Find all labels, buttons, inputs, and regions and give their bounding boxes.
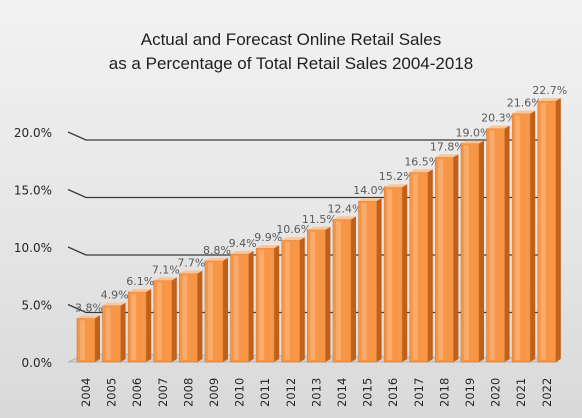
- data-label: 4.9%: [101, 289, 129, 302]
- x-tick-label: 2004: [79, 378, 93, 407]
- bar: [281, 237, 305, 363]
- x-tick-label: 2007: [156, 378, 170, 407]
- x-tick-label: 2013: [309, 378, 323, 407]
- bar: [153, 277, 177, 363]
- x-tick-label: 2021: [514, 378, 528, 407]
- bar: [127, 288, 152, 363]
- x-tick-label: 2005: [105, 378, 119, 407]
- data-label: 16.5%: [404, 155, 439, 168]
- y-tick-label: 10.0%: [14, 241, 52, 255]
- bar: [409, 169, 433, 363]
- y-tick-label: 15.0%: [14, 184, 52, 198]
- x-tick-label: 2019: [463, 378, 477, 407]
- chart-title-line-1: Actual and Forecast Online Retail Sales: [140, 30, 442, 49]
- y-tick-label: 20.0%: [14, 126, 52, 140]
- bar: [358, 198, 382, 363]
- bar: [102, 302, 126, 363]
- data-label: 20.3%: [481, 112, 516, 125]
- data-label: 7.1%: [152, 263, 180, 276]
- bar: [255, 245, 280, 363]
- data-label: 9.4%: [229, 237, 257, 250]
- x-tick-label: 2020: [489, 378, 503, 407]
- bar: [511, 110, 536, 363]
- x-tick-label: 2006: [130, 378, 144, 407]
- data-label: 19.0%: [456, 127, 491, 140]
- x-tick-label: 2011: [258, 378, 272, 407]
- bar: [307, 226, 331, 363]
- bar: [76, 315, 100, 363]
- x-tick-label: 2010: [233, 378, 247, 407]
- x-tick-label: 2016: [386, 378, 400, 407]
- bar: [486, 125, 510, 363]
- data-label: 12.4%: [328, 202, 363, 215]
- gridline: [67, 188, 558, 199]
- data-label: 21.6%: [507, 97, 542, 110]
- bar: [537, 97, 561, 363]
- data-label: 9.9%: [254, 231, 282, 244]
- data-label: 15.2%: [379, 170, 414, 183]
- x-tick-label: 2008: [181, 378, 195, 407]
- data-label: 8.8%: [203, 244, 231, 257]
- x-tick-label: 2022: [540, 378, 554, 407]
- bar: [179, 270, 203, 363]
- data-label: 6.1%: [126, 275, 154, 288]
- x-tick-label: 2014: [335, 378, 349, 407]
- y-tick-label: 5.0%: [22, 299, 53, 313]
- data-label: 3.8%: [75, 301, 103, 314]
- data-label: 11.5%: [302, 213, 337, 226]
- data-label: 10.6%: [276, 223, 311, 236]
- x-tick-label: 2012: [284, 378, 298, 407]
- data-label: 14.0%: [353, 184, 388, 197]
- x-tick-label: 2015: [361, 378, 375, 407]
- bar: [332, 216, 356, 363]
- bar: [230, 250, 254, 363]
- data-label: 17.8%: [430, 140, 465, 153]
- chart-title-line-2: as a Percentage of Total Retail Sales 20…: [108, 54, 474, 73]
- bar: [383, 184, 408, 363]
- data-label: 22.7%: [532, 84, 567, 97]
- bar: [204, 257, 228, 363]
- x-tick-label: 2018: [437, 378, 451, 407]
- gridline: [67, 131, 558, 141]
- x-tick-label: 2009: [207, 378, 221, 407]
- data-label: 7.7%: [177, 256, 205, 269]
- y-tick-label: 0.0%: [22, 356, 53, 370]
- bar: [435, 154, 459, 363]
- bar: [460, 140, 484, 363]
- x-tick-label: 2017: [412, 378, 426, 407]
